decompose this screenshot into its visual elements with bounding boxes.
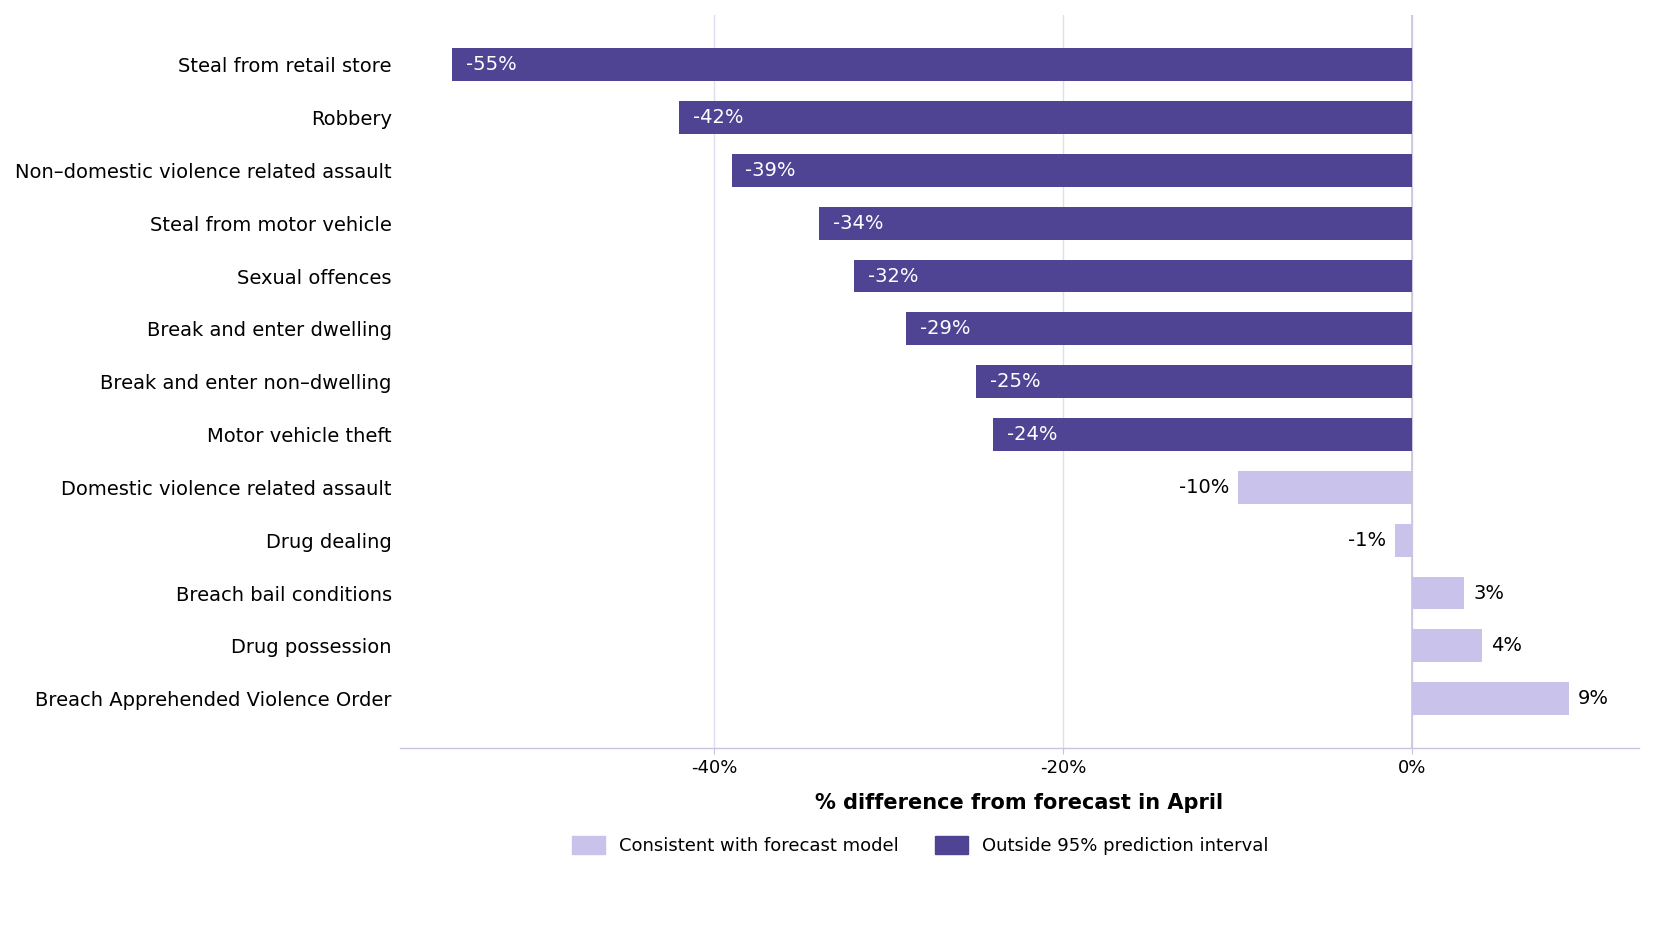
Bar [680,101,1413,134]
Text: 4%: 4% [1490,636,1522,655]
Text: -10%: -10% [1179,478,1229,497]
Bar [1237,471,1413,504]
Bar [819,207,1413,240]
Bar [906,312,1413,346]
Text: -24%: -24% [1007,425,1059,444]
Text: -25%: -25% [989,372,1040,391]
Bar [853,260,1413,293]
Text: 3%: 3% [1474,583,1503,602]
Text: -29%: -29% [920,319,971,338]
Bar [452,48,1413,81]
Bar [976,365,1413,398]
Bar [1413,683,1570,715]
Text: -55%: -55% [466,55,518,75]
Bar [1394,524,1413,557]
Text: -34%: -34% [832,213,883,233]
X-axis label: % difference from forecast in April: % difference from forecast in April [815,794,1224,814]
Text: -1%: -1% [1348,531,1386,549]
Bar [1413,577,1464,610]
Text: -42%: -42% [693,108,744,127]
Text: -39%: -39% [746,160,796,180]
Bar [731,154,1413,187]
Bar [1413,630,1482,662]
Text: 9%: 9% [1578,689,1609,708]
Bar [994,418,1413,451]
Legend: Consistent with forecast model, Outside 95% prediction interval: Consistent with forecast model, Outside … [564,827,1277,864]
Text: -32%: -32% [868,266,918,285]
